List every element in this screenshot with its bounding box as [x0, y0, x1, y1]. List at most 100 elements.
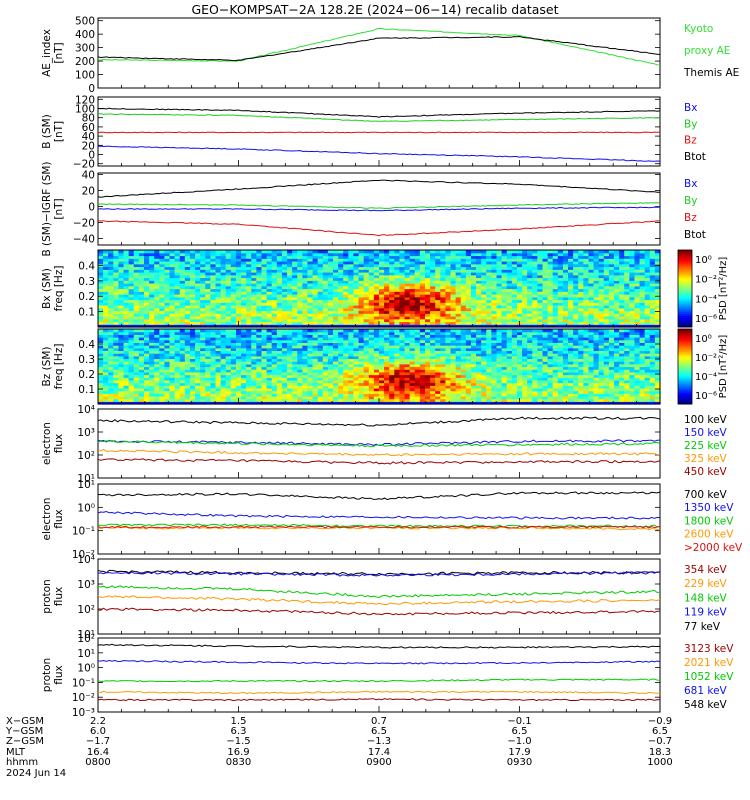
spectrogram-cell: [230, 321, 237, 325]
spectrogram-cell: [389, 342, 395, 346]
spectrogram-cell: [649, 274, 656, 279]
spectrogram-cell: [338, 299, 344, 303]
spectrogram-cell: [154, 393, 160, 397]
spectrogram-cell: [527, 272, 533, 276]
spectrogram-cell: [230, 316, 237, 320]
spectrogram-cell: [460, 302, 467, 306]
spectrogram-cell: [547, 274, 554, 279]
spectrogram-cell: [593, 255, 600, 259]
spectrogram-cell: [241, 398, 247, 402]
spectrogram-cell: [108, 261, 114, 265]
colorbar-segment: [678, 253, 692, 257]
spectrogram-cell: [113, 334, 120, 338]
spectrogram-cell: [389, 337, 395, 341]
spectrogram-cell: [261, 377, 268, 381]
spectrogram-cell: [639, 294, 646, 298]
spectrogram-cell: [103, 318, 109, 323]
spectrogram-cell: [220, 387, 227, 392]
spectrogram-cell: [338, 345, 344, 349]
spectrogram-cell: [598, 318, 605, 323]
spectrogram-cell: [297, 318, 303, 323]
spectrogram-cell: [159, 277, 166, 281]
spectrogram-cell: [532, 258, 538, 262]
spectrogram-cell: [281, 342, 288, 346]
spectrogram-cell: [322, 266, 329, 270]
spectrogram-cell: [363, 252, 370, 257]
spectrogram-cell: [184, 387, 191, 392]
series-line: [97, 107, 661, 118]
spectrogram-cell: [138, 339, 145, 343]
spectrogram-cell: [557, 250, 564, 254]
spectrogram-cell: [496, 302, 503, 306]
spectrogram-cell: [557, 280, 564, 284]
spectrogram-cell: [113, 277, 120, 281]
spectrogram-cell: [343, 296, 349, 301]
spectrogram-cell: [230, 269, 237, 273]
spectrogram-cell: [230, 288, 237, 292]
spectrogram-cell: [532, 277, 538, 281]
spectrogram-cell: [624, 307, 630, 312]
spectrogram-cell: [593, 316, 600, 320]
spectrogram-cell: [445, 316, 452, 320]
spectrogram-cell: [348, 369, 355, 373]
spectrogram-cell: [215, 252, 222, 257]
spectrogram-cell: [384, 398, 390, 402]
spectrogram-cell: [445, 263, 452, 268]
spectrogram-cell: [179, 277, 186, 281]
spectrogram-cell: [143, 307, 150, 312]
spectrogram-cell: [220, 261, 227, 265]
spectrogram-cell: [235, 385, 242, 389]
spectrogram-cell: [363, 337, 370, 341]
spectrogram-cell: [333, 261, 339, 265]
spectrogram-cell: [138, 266, 145, 270]
spectrogram-cell: [113, 371, 120, 376]
spectrogram-cell: [113, 310, 120, 314]
spectrogram-cell: [164, 339, 171, 343]
spectrogram-cell: [338, 363, 344, 368]
spectrogram-cell: [184, 379, 191, 384]
spectrogram-cell: [389, 258, 395, 262]
spectrogram-cell: [343, 252, 349, 257]
spectrogram-cell: [445, 277, 452, 281]
spectrogram-cell: [353, 369, 360, 373]
spectrogram-cell: [568, 272, 574, 276]
spectrogram-cell: [333, 385, 339, 389]
spectrogram-cell: [266, 272, 273, 276]
spectrogram-cell: [363, 277, 370, 281]
spectrogram-cell: [317, 385, 324, 389]
spectrogram-cell: [174, 377, 181, 381]
spectrogram-cell: [368, 285, 375, 290]
spectrogram-cell: [246, 305, 252, 309]
spectrogram-cell: [491, 277, 498, 281]
spectrogram-cell: [200, 342, 206, 346]
spectrogram-cell: [527, 307, 533, 312]
spectrogram-cell: [143, 277, 150, 281]
spectrogram-cell: [327, 321, 334, 325]
spectrogram-cell: [557, 288, 564, 292]
spectrogram-cell: [159, 296, 166, 301]
spectrogram-cell: [164, 280, 171, 284]
spectrogram-cell: [358, 387, 365, 392]
spectrogram-cell: [368, 355, 375, 360]
spectrogram-cell: [276, 305, 283, 309]
spectrogram-cell: [174, 277, 181, 281]
spectrogram-cell: [312, 342, 319, 346]
spectrogram-cell: [614, 277, 620, 281]
spectrogram-cell: [98, 371, 104, 376]
spectrogram-cell: [312, 288, 319, 292]
spectrogram-cell: [389, 358, 395, 362]
spectrogram-cell: [501, 274, 508, 279]
spectrogram-cell: [608, 283, 615, 287]
spectrogram-cell: [338, 331, 344, 335]
spectrogram-cell: [435, 324, 441, 328]
spectrogram-cell: [149, 318, 155, 323]
colorbar-segment: [678, 255, 692, 259]
spectrogram-cell: [215, 294, 222, 298]
spectrogram-cell: [215, 321, 222, 325]
spectrogram-cell: [241, 339, 247, 343]
spectrogram-cell: [379, 302, 385, 306]
spectrogram-cell: [573, 305, 579, 309]
spectrogram-cell: [399, 318, 406, 323]
spectrogram-cell: [143, 261, 150, 265]
spectrogram-cell: [568, 261, 574, 265]
